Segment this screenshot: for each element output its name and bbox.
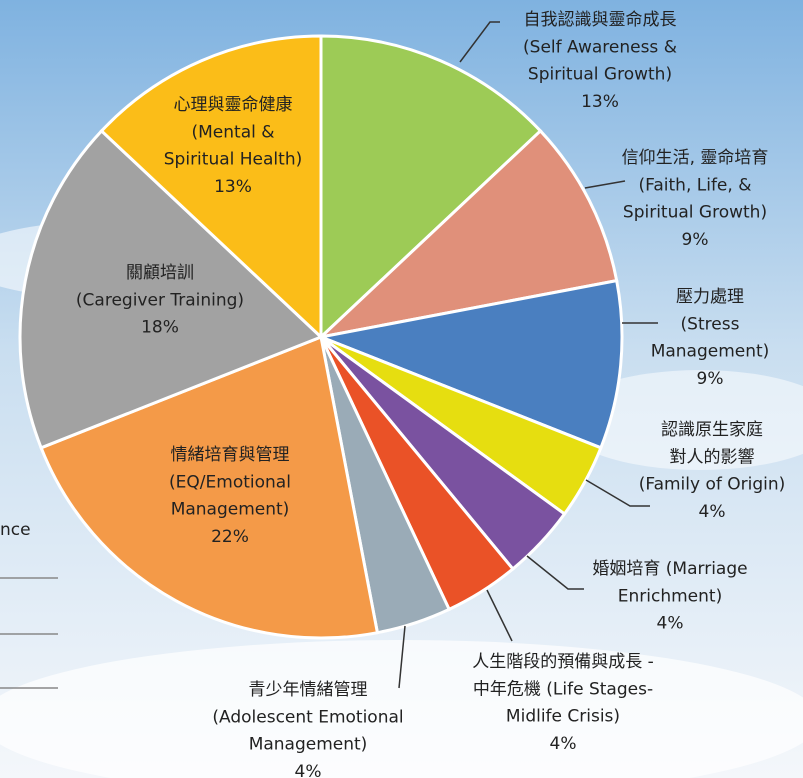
- slice-label: 中年危機 (Life Stages-: [473, 679, 653, 699]
- value-label: 4%: [657, 614, 684, 634]
- pie-slice: [315, 278, 624, 450]
- slice-label: Enrichment): [618, 586, 722, 606]
- value-label: 18%: [141, 318, 179, 338]
- value-label: 4%: [550, 734, 577, 754]
- value-label: 13%: [214, 177, 252, 197]
- slice-label: 心理與靈命健康: [174, 95, 293, 115]
- slice-label: 青少年情緒管理: [249, 680, 368, 700]
- slice-label: (Stress: [681, 314, 740, 334]
- pie-slice: [99, 34, 323, 341]
- slice-label: (Self Awareness &: [523, 37, 677, 57]
- slice-label: Midlife Crisis): [506, 707, 620, 727]
- slice-label: (Mental &: [192, 122, 275, 142]
- value-label: 13%: [581, 92, 619, 112]
- slice-label: (Family of Origin): [639, 475, 786, 495]
- slice-label: (Adolescent Emotional: [212, 707, 403, 727]
- leader-line: [398, 625, 406, 689]
- leader-line: [584, 180, 626, 189]
- cloud: [0, 640, 803, 778]
- leader-line: [486, 589, 513, 642]
- slice-label: 情緒培育與管理: [171, 445, 290, 465]
- value-label: 9%: [682, 230, 709, 250]
- leader-line: [459, 21, 500, 63]
- value-label: 22%: [211, 527, 249, 547]
- slice-label: 人生階段的預備與成長 -: [472, 652, 654, 672]
- slice-label: 對人的影響: [670, 447, 755, 467]
- leader-line: [585, 479, 650, 507]
- slice-label: Management): [171, 500, 290, 520]
- slice-label: Management): [651, 342, 770, 362]
- slice-label: Management): [249, 735, 368, 755]
- slice-label: (EQ/Emotional: [169, 472, 291, 492]
- slice-label: 關顧培訓: [126, 263, 194, 283]
- value-label: 9%: [697, 369, 724, 389]
- slice-label: (Faith, Life, &: [639, 175, 752, 195]
- leader-line: [526, 555, 584, 590]
- slice-label: 婚姻培育 (Marriage: [592, 559, 747, 579]
- slice-label: (Caregiver Training): [76, 290, 244, 310]
- pie-slice: [39, 334, 380, 640]
- pie-slice: [316, 128, 619, 340]
- slice-label: 自我認識與靈命成長: [524, 10, 677, 30]
- slice-label: 壓力處理: [676, 287, 744, 307]
- cloud: [560, 370, 803, 470]
- pie-slice: [18, 128, 324, 450]
- slice-label: Spiritual Health): [164, 150, 302, 170]
- slice-label: 信仰生活, 靈命培育: [622, 148, 769, 168]
- slice-label: Spiritual Growth): [623, 203, 767, 223]
- slice-label: 認識原生家庭: [661, 420, 763, 440]
- pie-slice: [319, 34, 543, 341]
- value-label: 4%: [295, 762, 322, 778]
- slice-label: Spiritual Growth): [528, 65, 672, 85]
- fragment-text: nce: [0, 520, 31, 540]
- value-label: 4%: [699, 502, 726, 522]
